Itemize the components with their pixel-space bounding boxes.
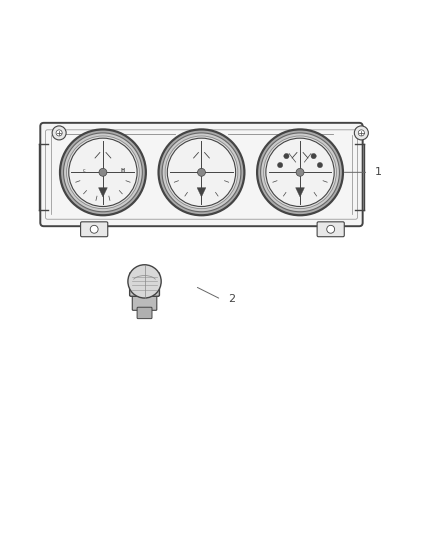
Circle shape <box>327 225 335 233</box>
Circle shape <box>264 136 336 209</box>
FancyBboxPatch shape <box>40 123 363 226</box>
FancyBboxPatch shape <box>130 273 159 296</box>
FancyBboxPatch shape <box>137 307 152 319</box>
FancyBboxPatch shape <box>317 222 344 237</box>
Circle shape <box>354 126 368 140</box>
Polygon shape <box>296 188 304 197</box>
Circle shape <box>167 138 236 206</box>
Circle shape <box>64 133 142 212</box>
Circle shape <box>266 138 334 206</box>
Text: 2: 2 <box>228 294 235 304</box>
Circle shape <box>67 136 139 209</box>
Circle shape <box>128 265 161 298</box>
FancyBboxPatch shape <box>81 222 108 237</box>
Text: c: c <box>83 168 85 173</box>
Text: 1: 1 <box>375 167 382 177</box>
Circle shape <box>52 126 66 140</box>
Circle shape <box>69 138 137 206</box>
Circle shape <box>99 168 107 176</box>
Circle shape <box>284 154 289 159</box>
Circle shape <box>56 130 62 136</box>
Circle shape <box>278 163 283 168</box>
Circle shape <box>90 225 98 233</box>
Circle shape <box>159 130 244 215</box>
Polygon shape <box>99 188 107 197</box>
Circle shape <box>296 168 304 176</box>
Circle shape <box>317 163 322 168</box>
Circle shape <box>60 130 146 215</box>
Circle shape <box>358 130 364 136</box>
Circle shape <box>257 130 343 215</box>
FancyBboxPatch shape <box>132 293 157 310</box>
Polygon shape <box>197 188 206 197</box>
Circle shape <box>198 168 205 176</box>
Circle shape <box>162 133 241 212</box>
Circle shape <box>261 133 339 212</box>
Circle shape <box>311 154 316 159</box>
Circle shape <box>165 136 238 209</box>
Text: H: H <box>121 168 125 173</box>
